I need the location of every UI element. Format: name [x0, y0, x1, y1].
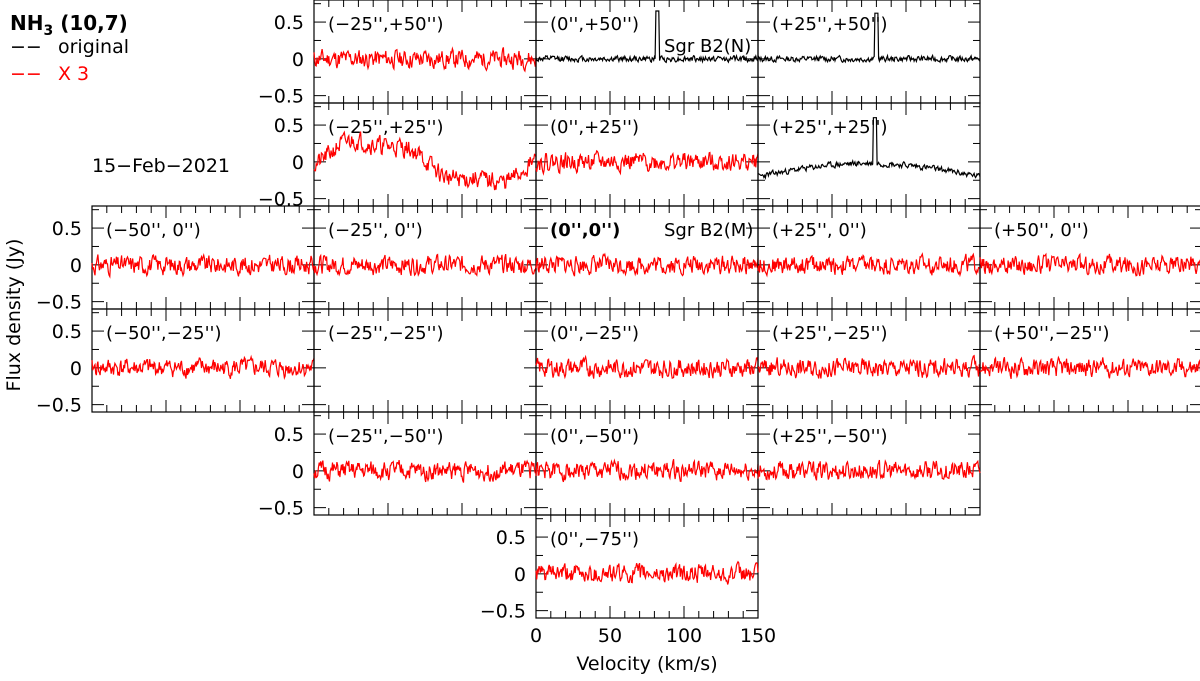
panel-position-label: (−25'',−50'') [328, 426, 444, 447]
spectrum-panel: (+25'',+50'') [757, 0, 981, 104]
spectrum-line [535, 458, 759, 483]
spectrum-panel: (−25'', 0'') [313, 205, 537, 310]
panel-position-label: (0'',0'') [550, 220, 620, 241]
spectrum-line [535, 10, 759, 64]
panel-position-label: (0'',+50'') [550, 14, 639, 35]
panel-position-label: (−25'',+50'') [328, 14, 444, 35]
spectrum-line [757, 117, 981, 181]
panel-position-label: (0'',−25'') [550, 323, 639, 344]
y-tick-label: −0.5 [36, 292, 82, 314]
panels-layer: 0.50−0.5(−25'',+50'') (0'',+50'')Sgr B2(N… [36, 0, 1200, 647]
panel-position-label: (−50'', 0'') [106, 220, 201, 241]
spectrum-line [757, 459, 981, 481]
spectrum-panel: 0.5 0 −0.5 (−25'',+25'') [258, 102, 537, 211]
date-label: 15−Feb−2021 [92, 155, 230, 177]
y-tick-label: 0 [292, 152, 304, 174]
spectrum-line [535, 252, 759, 277]
spectrum-line [979, 355, 1200, 380]
panel-position-label: (+50'',−25'') [994, 323, 1110, 344]
spectrum-line [757, 12, 981, 64]
y-tick-label: −0.5 [258, 498, 304, 520]
legend-original-dash: −− [10, 36, 42, 58]
spectrum-panel: 0.5 0 −0.5 (−25'',+50'') [258, 0, 537, 108]
spectrum-panel: (0'',−50'') [535, 411, 759, 516]
panel-frame [979, 308, 1200, 413]
panel-position-label: (+25'',−25'') [772, 323, 888, 344]
panel-position-label: (−50'',−25'') [106, 323, 222, 344]
spectrum-line [313, 46, 537, 73]
spectrum-panel: 0.5 0 −0.5 (−25'',−50'') [258, 411, 537, 520]
spectrum-panel: (0'',+50'') Sgr B2(N) [535, 0, 759, 104]
spectrum-line [757, 354, 981, 379]
spectrum-panel: (+50'',−25'') [979, 308, 1200, 413]
y-tick-label: 0 [292, 49, 304, 71]
legend-title: NH3 (10,7) [10, 11, 128, 39]
x-tick-label: 0 [530, 625, 542, 647]
y-tick-label: 0.5 [52, 321, 82, 343]
spectrum-panel: (+50'', 0'') [979, 205, 1200, 310]
spectrum-line [979, 252, 1200, 277]
y-tick-label: −0.5 [36, 395, 82, 417]
spectrum-line [313, 130, 537, 191]
panel-position-label: (+50'', 0'') [994, 220, 1089, 241]
spectrum-panel: (+25'',−50'') [757, 411, 981, 516]
x-axis-title: Velocity (km/s) [576, 653, 717, 675]
panel-position-label: (−25'', 0'') [328, 220, 423, 241]
spectrum-line [91, 253, 315, 279]
spectrum-panel: 0.5 0 −0.5 (−50'',−25'') [36, 308, 315, 417]
spectrum-panel: (0'',0'') Sgr B2(M) [535, 205, 759, 310]
y-tick-label: 0.5 [52, 218, 82, 240]
panel-position-label: (−25'',+25'') [328, 117, 444, 138]
y-tick-label: 0 [70, 255, 82, 277]
y-tick-label: −0.5 [480, 601, 526, 623]
panel-position-label: (+25'',−50'') [772, 426, 888, 447]
legend-original-label: original [58, 36, 129, 58]
spectrum-line [535, 149, 759, 176]
panel-position-label: (+25'', 0'') [772, 220, 867, 241]
x-tick-label: 50 [598, 625, 622, 647]
y-axis-title: Flux density (Jy) [3, 239, 25, 392]
panel-position-label: (0'',−75'') [550, 529, 639, 550]
spectrum-line [535, 354, 759, 380]
spectrum-panel: (+25'',+25'') [757, 102, 981, 207]
spectrum-line [313, 253, 537, 277]
y-tick-label: 0.5 [496, 527, 526, 549]
panel-position-label: (+25'',+25'') [772, 117, 888, 138]
source-label: Sgr B2(M) [664, 220, 753, 241]
x-tick-label: 150 [740, 625, 776, 647]
panel-position-label: (+25'',+50'') [772, 14, 888, 35]
legend-scaled-label: X 3 [58, 63, 89, 85]
spectrum-panel: (0'',−25'') [535, 308, 759, 413]
y-tick-label: −0.5 [258, 86, 304, 108]
y-tick-label: 0.5 [274, 424, 304, 446]
y-tick-label: 0 [514, 564, 526, 586]
y-tick-label: 0.5 [274, 12, 304, 34]
y-tick-label: 0 [292, 461, 304, 483]
panel-position-label: (0'',−50'') [550, 426, 639, 447]
y-tick-label: 0 [70, 358, 82, 380]
spectrum-panel: (+25'',−25'') [757, 308, 981, 413]
legend: NH3 (10,7) −− original −− X 3 [10, 11, 129, 85]
spectrum-line [757, 252, 981, 278]
spectrum-panel: (0'',+25'') [535, 102, 759, 207]
spectrum-line [91, 354, 315, 380]
spectrum-panel: 0.50−0.50 50 100 150(0'',−75'') [480, 514, 776, 647]
panel-position-label: (0'',+25'') [550, 117, 639, 138]
spectrum-line [535, 560, 759, 585]
y-tick-label: −0.5 [258, 189, 304, 211]
source-label: Sgr B2(N) [664, 36, 751, 57]
spectrum-line [313, 459, 537, 483]
spectrum-panel: 0.5 0 −0.5 (−50'', 0'') [36, 205, 315, 314]
panel-frame [757, 411, 981, 516]
y-tick-label: 0.5 [274, 115, 304, 137]
x-tick-label: 100 [666, 625, 702, 647]
spectrum-panel: (+25'', 0'') [757, 205, 981, 310]
legend-scaled-dash: −− [10, 63, 42, 85]
panel-position-label: (−25'',−25'') [328, 323, 444, 344]
spectrum-panel: (−25'',−25'') [313, 308, 537, 413]
